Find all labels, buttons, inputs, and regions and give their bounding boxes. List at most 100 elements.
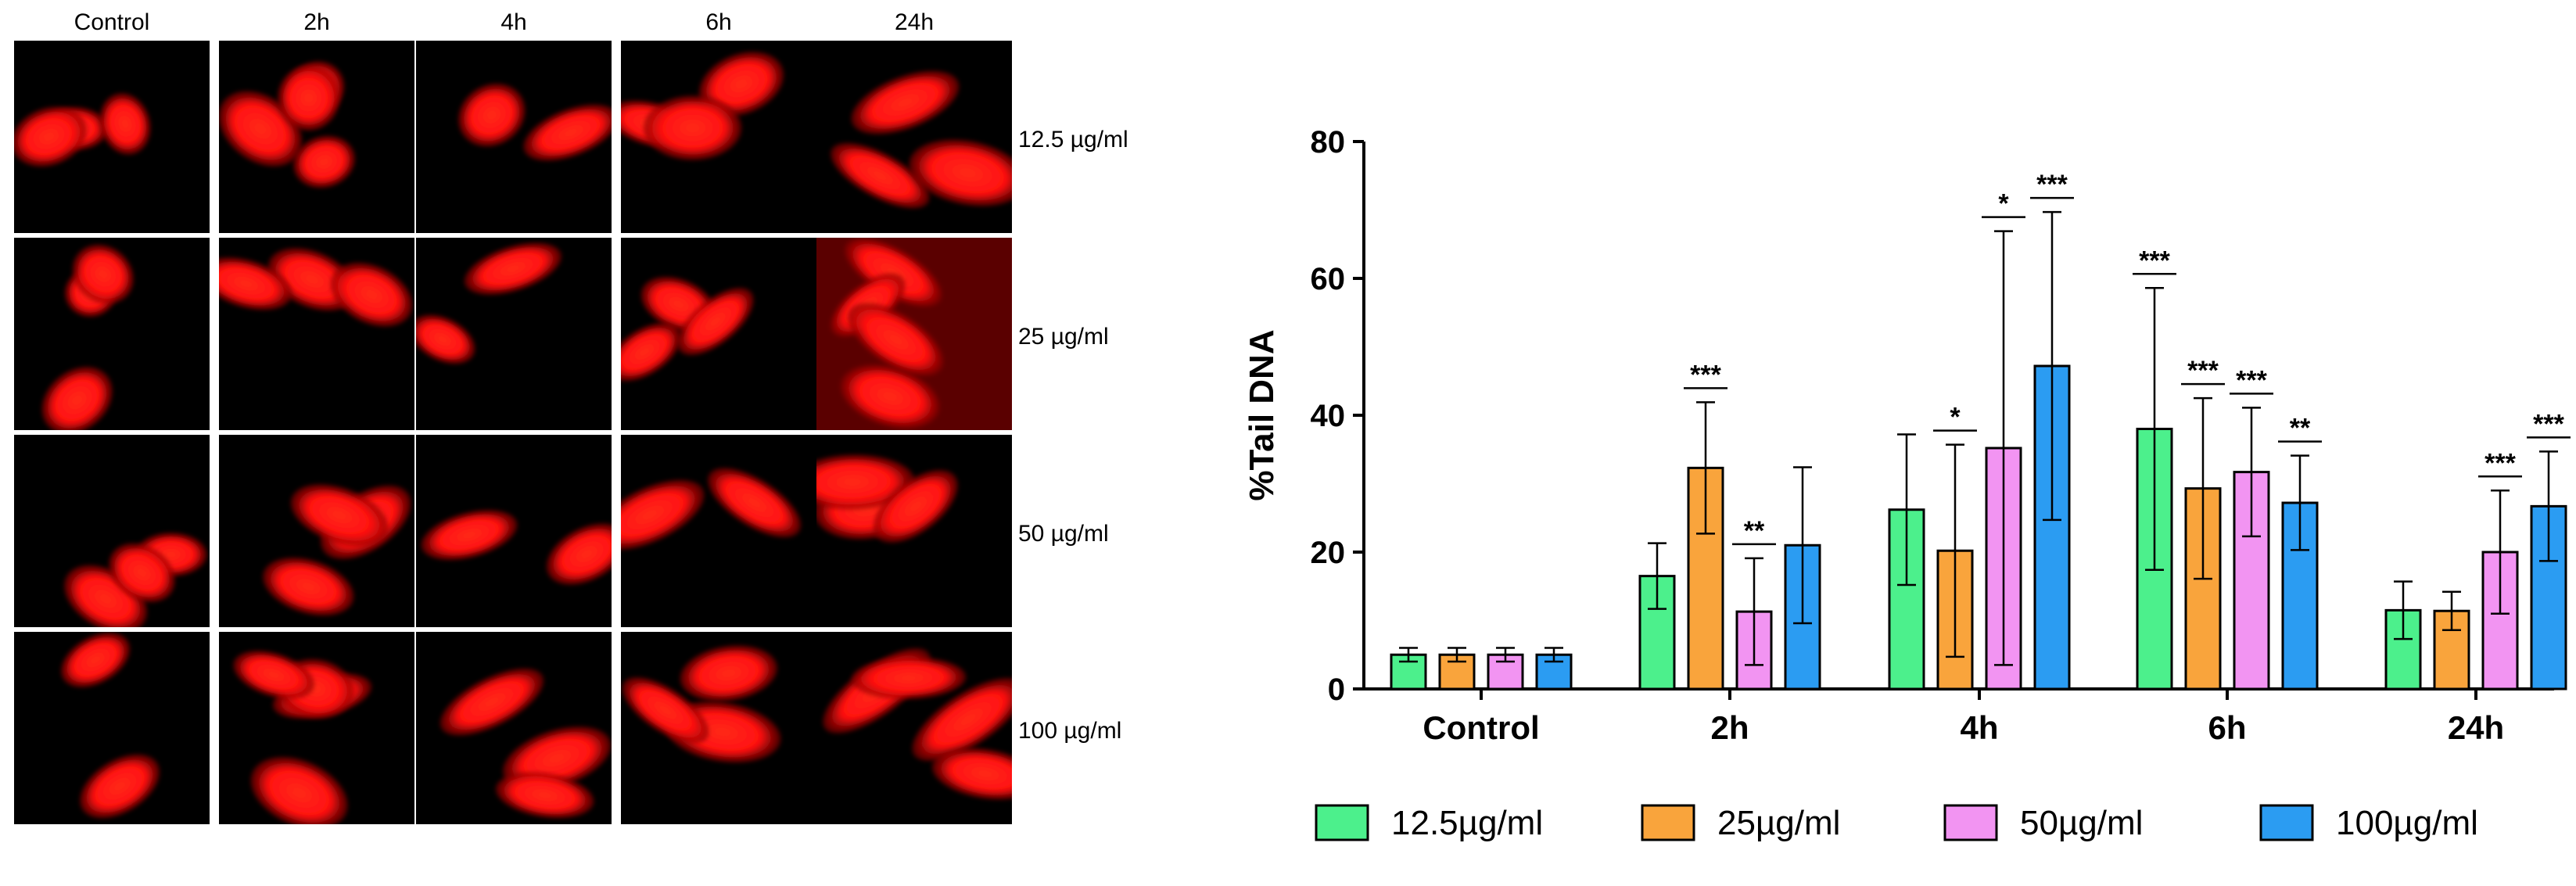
significance-label: *** xyxy=(2236,365,2267,395)
comet-micrograph-cell xyxy=(816,632,1012,824)
legend-swatch xyxy=(1943,804,1998,841)
comet-nucleus xyxy=(495,772,594,819)
comet-nucleus xyxy=(840,364,941,429)
comet-nucleus xyxy=(464,242,562,296)
comet-micrograph-cell xyxy=(14,238,210,430)
micrograph-row-label: 12.5 µg/ml xyxy=(1018,127,1128,152)
comet-nucleus xyxy=(416,314,475,364)
comet-nucleus xyxy=(421,510,518,561)
significance-label: *** xyxy=(2139,246,2170,275)
comet-nucleus xyxy=(844,238,943,307)
comet-micrograph-cell xyxy=(621,41,816,233)
micrograph-row-label: 25 µg/ml xyxy=(1018,324,1109,350)
y-tick-label: 20 xyxy=(1311,536,1346,570)
comet-micrograph-cell xyxy=(416,632,612,824)
comet-micrograph-cell xyxy=(416,238,612,430)
significance-label: ** xyxy=(1744,516,1765,546)
legend-swatch xyxy=(2259,804,2314,841)
comet-nucleus xyxy=(816,454,915,510)
comet-micrograph-cell xyxy=(14,435,210,627)
significance-label: * xyxy=(1950,403,1961,432)
comet-micrograph-cell xyxy=(816,41,1012,233)
comet-micrograph-cell xyxy=(219,41,414,233)
comet-nucleus xyxy=(60,632,131,687)
comet-micrograph-panel: Control 2h 4h 6h 24h 12.5 µg/ml 25 µg/ml 50 µg/… xyxy=(0,0,1220,886)
legend-label: 12.5µg/ml xyxy=(1391,804,1543,842)
micrograph-row-label: 100 µg/ml xyxy=(1018,718,1122,744)
comet-nucleus xyxy=(931,748,1012,800)
comet-nucleus xyxy=(851,657,967,700)
comet-nucleus xyxy=(546,523,612,585)
comet-nucleus xyxy=(457,83,526,147)
comet-nucleus xyxy=(873,469,958,543)
significance-label: *** xyxy=(2036,170,2068,199)
comet-nucleus xyxy=(830,142,930,209)
micrograph-column-header: 6h xyxy=(705,9,732,35)
comet-nucleus xyxy=(676,287,754,356)
comet-nucleus xyxy=(14,106,87,167)
y-tick-label: 0 xyxy=(1328,673,1345,707)
comet-nucleus xyxy=(439,668,544,736)
comet-nucleus xyxy=(292,135,356,188)
comet-nucleus xyxy=(851,70,960,135)
micrograph-row-label: 50 µg/ml xyxy=(1018,521,1109,547)
comet-nucleus xyxy=(523,104,612,161)
comet-micrograph-cell xyxy=(14,41,210,233)
comet-micrograph-cell xyxy=(14,632,210,824)
y-axis-label: %Tail DNA xyxy=(1243,329,1281,500)
comet-micrograph-cell xyxy=(219,238,414,430)
significance-label: *** xyxy=(2485,448,2516,478)
comet-micrograph-cell xyxy=(816,238,1012,430)
comet-micrograph-cell xyxy=(219,632,414,824)
comet-nucleus xyxy=(848,303,945,377)
comet-nucleus xyxy=(277,65,340,131)
significance-label: ** xyxy=(2290,414,2311,443)
comet-nucleus xyxy=(233,651,314,699)
legend-label: 100µg/ml xyxy=(2336,804,2478,842)
comet-nucleus xyxy=(912,677,1012,762)
significance-label: * xyxy=(1998,189,2009,219)
x-tick-label: 2h xyxy=(1710,709,1749,746)
micrograph-column-header: 2h xyxy=(303,9,330,35)
comet-nucleus xyxy=(330,262,413,327)
comet-nucleus xyxy=(909,139,1012,206)
x-tick-label: Control xyxy=(1423,709,1539,746)
comet-nucleus xyxy=(644,95,742,160)
legend-swatch xyxy=(1641,804,1695,841)
comet-nucleus xyxy=(41,366,113,430)
comet-nucleus xyxy=(79,754,160,819)
comet-nucleus xyxy=(680,645,778,701)
x-tick-label: 4h xyxy=(1960,709,1998,746)
legend-swatch xyxy=(1315,804,1369,841)
comet-nucleus xyxy=(621,322,681,382)
comet-micrograph-cell xyxy=(816,435,1012,627)
y-tick-label: 60 xyxy=(1311,262,1346,296)
comet-micrograph-cell xyxy=(621,632,816,824)
comet-nucleus xyxy=(707,468,802,538)
legend-label: 25µg/ml xyxy=(1717,804,1840,842)
x-tick-label: 24h xyxy=(2448,709,2504,746)
comet-nucleus xyxy=(622,676,709,744)
significance-label: *** xyxy=(2187,356,2219,386)
y-tick-label: 40 xyxy=(1311,399,1346,433)
significance-label: *** xyxy=(2533,409,2564,439)
comet-nucleus xyxy=(99,92,151,155)
comet-micrograph-cell xyxy=(621,238,816,430)
legend-label: 50µg/ml xyxy=(2020,804,2143,842)
comet-nucleus xyxy=(698,52,784,117)
x-tick-label: 6h xyxy=(2208,709,2246,746)
micrograph-column-header: Control xyxy=(74,9,150,35)
comet-nucleus xyxy=(621,479,705,551)
comet-nucleus xyxy=(290,484,389,547)
comet-nucleus xyxy=(262,557,354,616)
micrograph-column-header: 24h xyxy=(894,9,935,35)
comet-nucleus xyxy=(109,543,176,603)
comet-nucleus xyxy=(72,244,135,304)
comet-micrograph-cell xyxy=(416,435,612,627)
significance-label: *** xyxy=(1690,360,1721,389)
comet-micrograph-cell xyxy=(621,435,816,627)
micrograph-column-header: 4h xyxy=(500,9,527,35)
comet-micrograph-cell xyxy=(219,435,414,627)
